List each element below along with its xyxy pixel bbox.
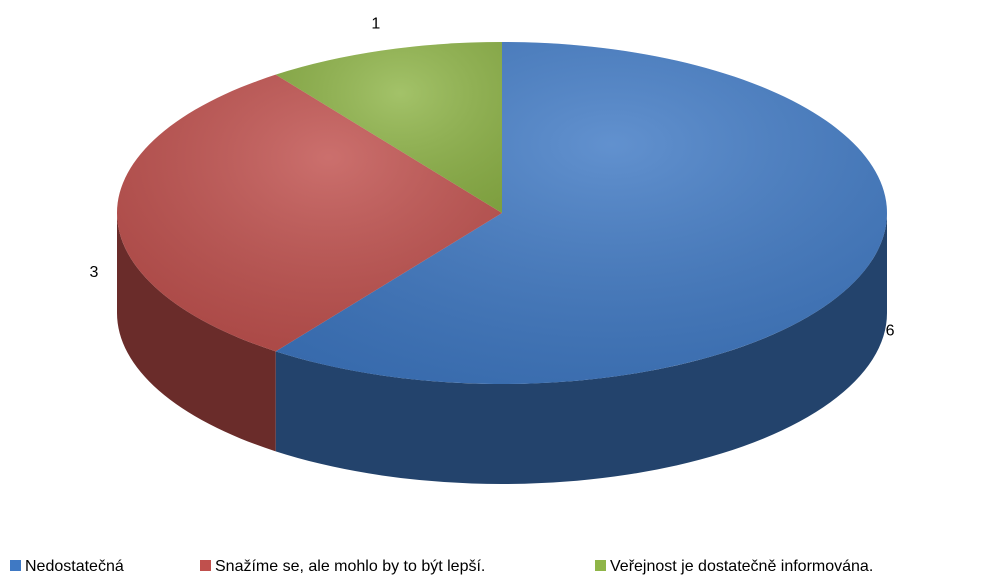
slice-side (275, 213, 888, 484)
legend-label: Snažíme se, ale mohlo by to být lepší. (215, 558, 485, 575)
slice-side (117, 213, 276, 452)
slice-shine (116, 74, 502, 352)
legend-swatch (595, 560, 606, 571)
legend-label: Nedostatečná (25, 558, 124, 575)
legend-swatch (200, 560, 211, 571)
legend-swatch (10, 560, 21, 571)
data-label: 3 (89, 264, 98, 281)
slice-shine (275, 42, 887, 384)
legend-label: Veřejnost je dostatečně informována. (610, 558, 873, 575)
slice-shine (275, 42, 502, 213)
data-label: 6 (886, 322, 895, 339)
data-label: 1 (371, 15, 380, 32)
